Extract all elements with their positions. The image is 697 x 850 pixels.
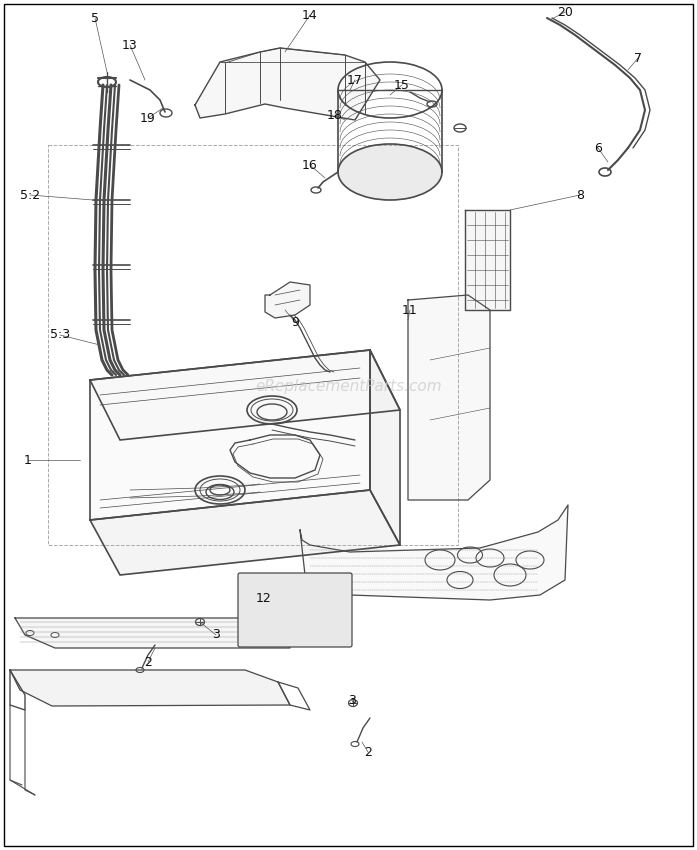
Text: 9: 9 (291, 315, 299, 328)
Text: 17: 17 (347, 73, 363, 87)
Text: 6: 6 (594, 141, 602, 155)
Text: eReplacementParts.com: eReplacementParts.com (255, 379, 442, 394)
Polygon shape (90, 350, 370, 520)
Bar (48, 145, 458, 545)
FancyBboxPatch shape (238, 573, 352, 647)
Text: 3: 3 (212, 628, 220, 642)
Polygon shape (465, 210, 510, 310)
Text: 5:3: 5:3 (50, 328, 70, 342)
Text: 3: 3 (348, 694, 356, 706)
Ellipse shape (338, 144, 442, 200)
Polygon shape (408, 295, 490, 500)
Text: 1: 1 (24, 454, 32, 467)
Text: 11: 11 (402, 303, 418, 316)
Text: 7: 7 (634, 52, 642, 65)
Polygon shape (265, 282, 310, 318)
Text: 13: 13 (122, 38, 138, 52)
Text: 18: 18 (327, 109, 343, 122)
Text: 8: 8 (576, 189, 584, 201)
Polygon shape (300, 505, 568, 600)
Text: 12: 12 (256, 592, 272, 604)
Polygon shape (195, 48, 380, 120)
Text: 19: 19 (140, 111, 156, 124)
Polygon shape (10, 670, 290, 706)
Polygon shape (90, 490, 400, 575)
Text: 5: 5 (91, 12, 99, 25)
Text: 2: 2 (364, 745, 372, 758)
Polygon shape (370, 350, 400, 545)
Text: 15: 15 (394, 78, 410, 92)
Text: 14: 14 (302, 8, 318, 21)
Text: 2: 2 (144, 655, 152, 668)
Polygon shape (15, 618, 290, 648)
Text: 20: 20 (557, 5, 573, 19)
Polygon shape (90, 350, 400, 440)
Text: 16: 16 (302, 158, 318, 172)
Text: 5:2: 5:2 (20, 189, 40, 201)
